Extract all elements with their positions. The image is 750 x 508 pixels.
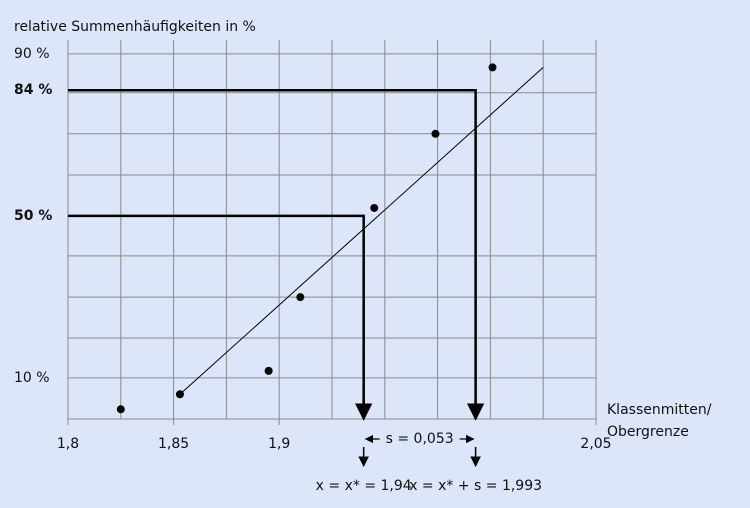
guide-label: x = x* = 1,94	[316, 478, 412, 494]
data-point	[264, 366, 273, 375]
x-axis-title: Obergrenze	[607, 424, 689, 440]
fit-line	[179, 67, 544, 395]
guide-label: x = x* + s = 1,993	[409, 478, 542, 494]
spread-label-bg	[379, 430, 460, 448]
guide-line	[68, 214, 373, 421]
x-tick-label: 2,05	[580, 436, 611, 452]
y-tick-label: 90 %	[14, 46, 50, 62]
x-axis-title: Klassenmitten/	[607, 402, 712, 418]
data-point	[488, 63, 497, 72]
data-point	[116, 405, 125, 414]
data-point	[431, 129, 440, 138]
data-point	[370, 203, 379, 212]
data-point	[296, 293, 305, 302]
y-axis-title: relative Summenhäufigkeiten in %	[14, 19, 256, 35]
y-tick-label: 84 %	[14, 82, 52, 98]
guide-line	[68, 88, 485, 421]
x-tick-label: 1,9	[268, 436, 290, 452]
x-tick-label: 1,8	[57, 436, 79, 452]
y-tick-label: 50 %	[14, 208, 52, 224]
x-tick-label: 1,85	[158, 436, 189, 452]
y-tick-label: 10 %	[14, 370, 50, 386]
spread-label: s = 0,053	[386, 431, 454, 447]
